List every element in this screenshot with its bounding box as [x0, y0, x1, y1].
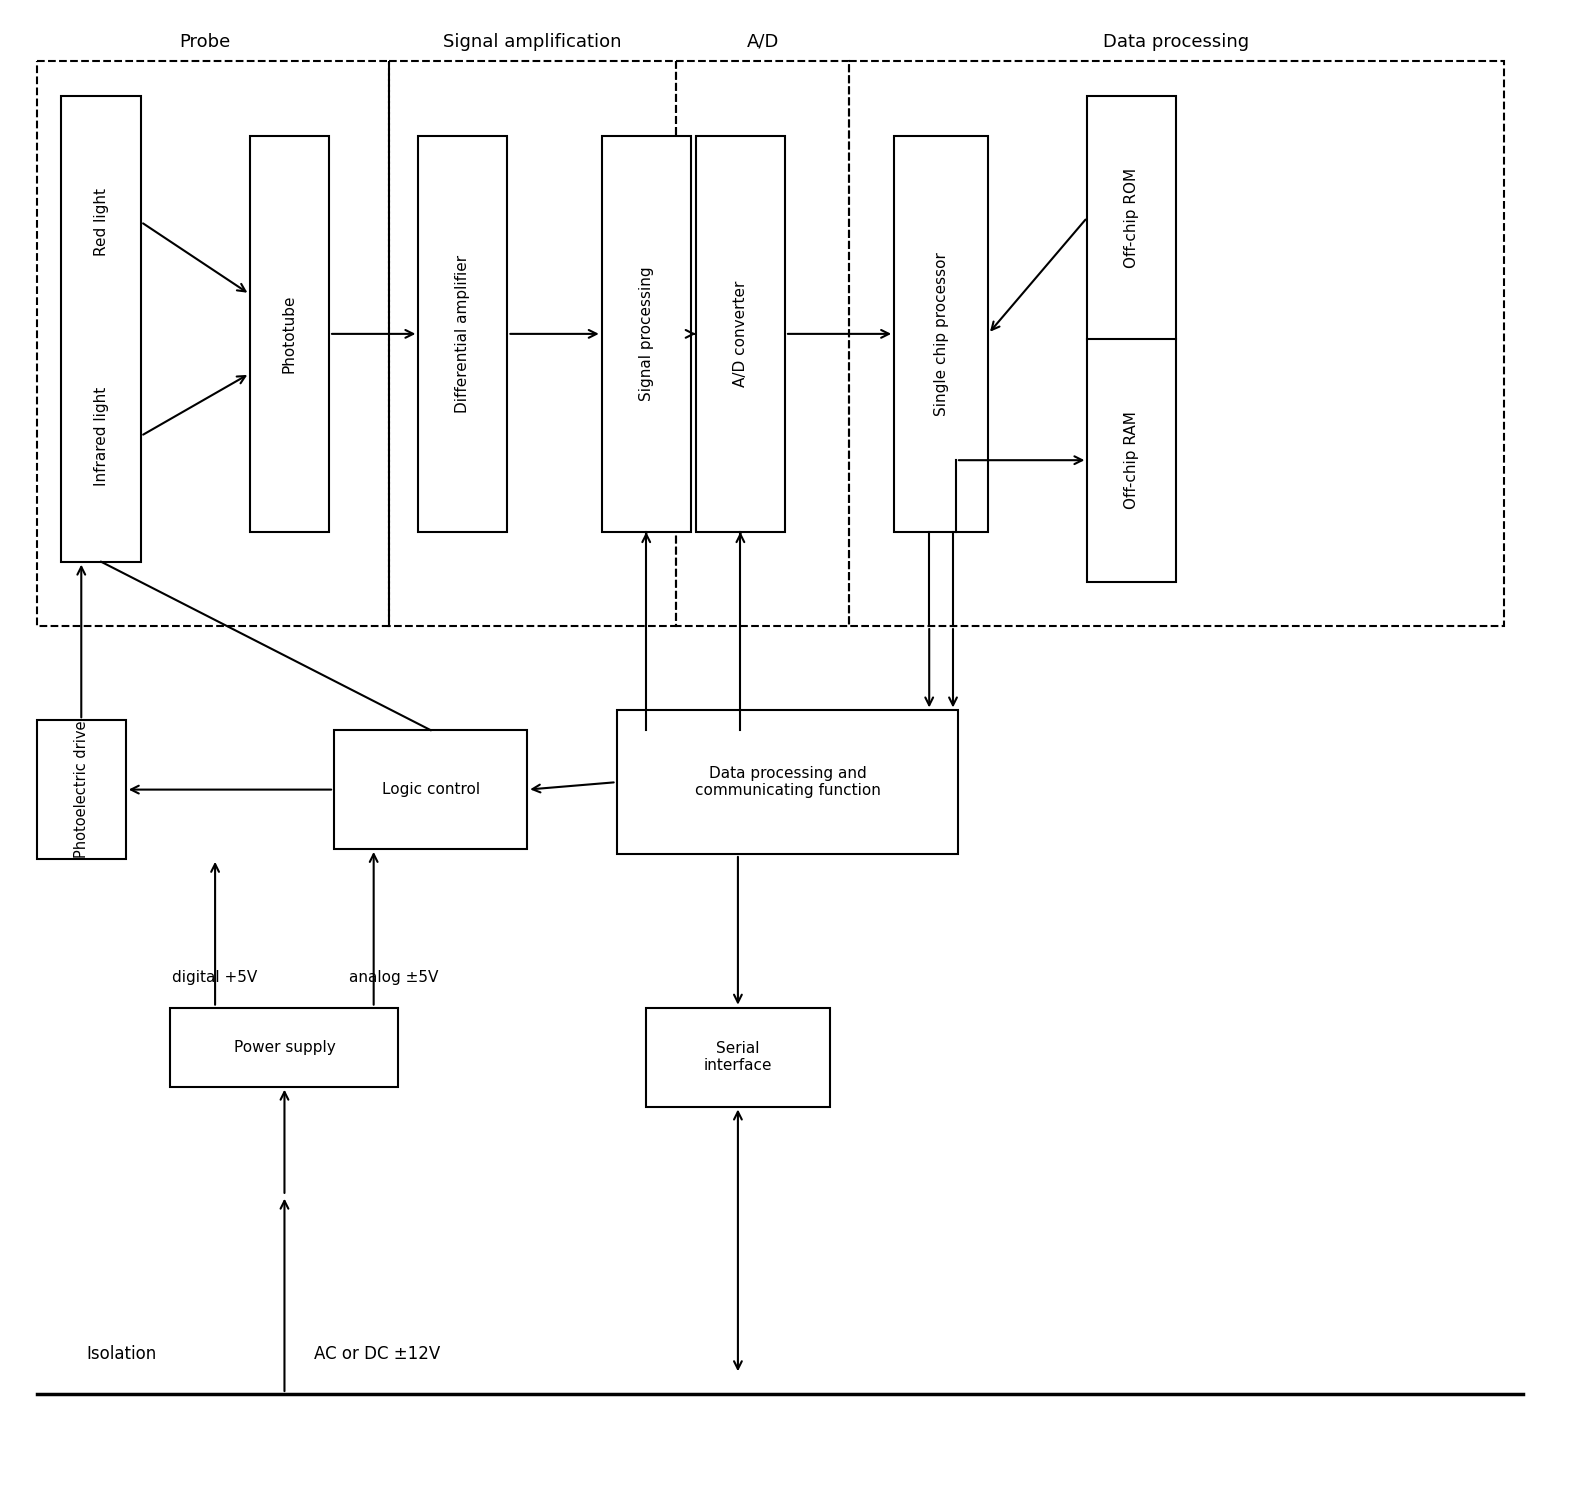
- Text: Serial
interface: Serial interface: [703, 1041, 772, 1073]
- Text: Data processing and
communicating function: Data processing and communicating functi…: [695, 766, 880, 798]
- Text: Signal processing: Signal processing: [639, 266, 654, 402]
- Text: Probe: Probe: [179, 33, 231, 51]
- Bar: [249, 136, 329, 532]
- Text: Infrared light: Infrared light: [94, 387, 108, 486]
- Bar: [61, 96, 141, 562]
- Text: Off-chip RAM: Off-chip RAM: [1125, 411, 1139, 509]
- Text: Photoelectric drive: Photoelectric drive: [74, 720, 89, 859]
- Text: digital +5V: digital +5V: [173, 970, 257, 986]
- Bar: [894, 136, 988, 532]
- Bar: [646, 1007, 830, 1107]
- Bar: [601, 136, 690, 532]
- Text: Logic control: Logic control: [381, 781, 480, 798]
- Text: Off-chip ROM: Off-chip ROM: [1125, 167, 1139, 267]
- Text: Signal amplification: Signal amplification: [442, 33, 621, 51]
- Text: Single chip processor: Single chip processor: [934, 252, 949, 415]
- Text: A/D converter: A/D converter: [733, 281, 748, 387]
- Bar: [36, 61, 389, 626]
- Text: Differential amplifier: Differential amplifier: [455, 255, 471, 412]
- Bar: [676, 61, 849, 626]
- Bar: [389, 61, 676, 626]
- Text: AC or DC ±12V: AC or DC ±12V: [314, 1345, 441, 1364]
- Bar: [334, 731, 527, 849]
- Bar: [171, 1007, 399, 1086]
- Text: A/D: A/D: [747, 33, 780, 51]
- Bar: [36, 720, 126, 859]
- Text: Red light: Red light: [94, 188, 108, 255]
- Text: analog ±5V: analog ±5V: [348, 970, 438, 986]
- Bar: [849, 61, 1503, 626]
- Text: Data processing: Data processing: [1103, 33, 1249, 51]
- Bar: [419, 136, 507, 532]
- Bar: [695, 136, 784, 532]
- Text: Isolation: Isolation: [86, 1345, 157, 1364]
- Text: Power supply: Power supply: [234, 1040, 336, 1055]
- Bar: [1087, 96, 1177, 581]
- Text: Phototube: Phototube: [282, 294, 297, 374]
- Bar: [617, 710, 959, 855]
